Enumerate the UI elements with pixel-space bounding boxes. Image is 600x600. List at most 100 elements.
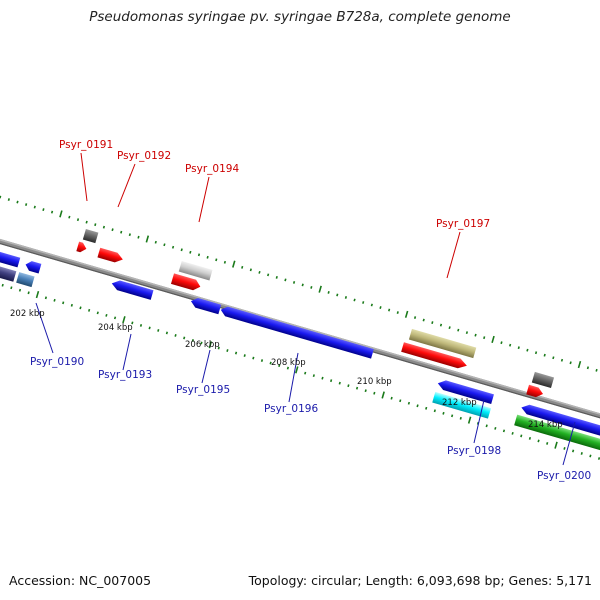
minor-tick [85, 220, 88, 224]
gene-label-psyr-0197[interactable]: Psyr_0197 [436, 218, 490, 230]
major-tick [145, 235, 150, 243]
gene-label-psyr-0200[interactable]: Psyr_0200 [537, 470, 591, 482]
minor-tick [338, 381, 341, 385]
minor-tick [494, 426, 497, 430]
minor-tick [275, 275, 278, 279]
minor-tick [44, 296, 48, 300]
gene-psyr-0192[interactable] [97, 247, 124, 265]
minor-tick [163, 243, 166, 247]
gene-psyr-0190[interactable] [0, 242, 21, 268]
gene-psyr-0200[interactable] [514, 414, 600, 454]
minor-tick [157, 329, 160, 332]
genome-title: Pseudomonas syringae pv. syringae B728a,… [89, 9, 511, 25]
minor-tick [1, 283, 4, 287]
minor-tick [572, 449, 575, 453]
gene-psyr-0194-row1[interactable] [178, 260, 213, 281]
gene-psyr-0191[interactable] [76, 241, 87, 254]
gene-label-psyr-0194[interactable]: Psyr_0194 [185, 163, 239, 175]
minor-tick [53, 298, 56, 302]
minor-tick [200, 341, 203, 345]
genome-summary: Topology: circular; Length: 6,093,698 bp… [248, 573, 592, 588]
minor-tick [154, 240, 157, 244]
minor-tick [511, 431, 514, 435]
minor-tick [373, 391, 376, 395]
minor-tick [537, 439, 540, 443]
minor-tick [226, 349, 229, 352]
gene-blue-right[interactable] [520, 403, 600, 439]
minor-tick [431, 321, 434, 325]
minor-tick [286, 366, 290, 370]
tick-label: 212 kbp [442, 398, 477, 408]
minor-tick [344, 296, 348, 299]
major-tick [208, 341, 213, 349]
gene-label-psyr-0190[interactable]: Psyr_0190 [30, 356, 84, 368]
minor-tick [88, 308, 91, 312]
minor-tick [292, 280, 296, 284]
minor-tick [500, 341, 503, 345]
minor-tick [215, 258, 218, 262]
minor-tick [569, 361, 572, 365]
minor-tick [485, 424, 488, 428]
gene-psyr-0197[interactable] [401, 342, 468, 370]
tick-label: 210 kbp [357, 377, 392, 387]
gene-row1-right[interactable] [531, 371, 555, 389]
minor-tick [312, 374, 315, 378]
minor-tick [79, 306, 82, 310]
gene-psyr-0190-small[interactable] [24, 260, 42, 274]
reverse-gene-labels: Psyr_0190 Psyr_0193 Psyr_0195 Psyr_0196 … [30, 356, 591, 482]
gene-label-psyr-0191[interactable]: Psyr_0191 [59, 139, 113, 151]
minor-tick [7, 198, 10, 201]
gene-psyr-0190-row2[interactable] [0, 256, 35, 288]
minor-tick [388, 308, 391, 312]
tick-label: 202 kbp [10, 309, 45, 319]
minor-tick [260, 359, 264, 362]
minor-tick [25, 203, 28, 207]
gene-psyr-0195[interactable] [190, 296, 222, 315]
minor-tick [390, 396, 393, 400]
minor-tick [448, 326, 451, 330]
gene-psyr-0194[interactable] [170, 273, 202, 292]
minor-tick [33, 205, 36, 209]
minor-tick [68, 215, 71, 219]
minor-tick [171, 245, 175, 249]
minor-tick [413, 316, 417, 319]
gene-label-psyr-0196[interactable]: Psyr_0196 [264, 403, 318, 415]
minor-tick [120, 230, 123, 234]
tick-label: 204 kbp [98, 323, 133, 333]
minor-tick [267, 273, 270, 277]
gene-red-right[interactable] [526, 384, 544, 399]
major-tick [295, 366, 299, 374]
gene-psyr-0193[interactable] [110, 279, 154, 300]
minor-tick [355, 386, 359, 390]
gene-psyr-0198[interactable] [436, 378, 494, 404]
minor-tick [70, 303, 73, 307]
gene-label-psyr-0192[interactable]: Psyr_0192 [117, 150, 171, 162]
minor-tick [517, 346, 520, 350]
minor-tick [457, 328, 460, 332]
gene-label-psyr-0193[interactable]: Psyr_0193 [98, 369, 152, 381]
minor-tick [189, 250, 192, 254]
gene-psyr-0196[interactable] [219, 305, 374, 359]
minor-tick [137, 235, 140, 239]
lower-tick-row [1, 283, 600, 460]
minor-tick [362, 301, 365, 304]
minor-tick [526, 348, 529, 352]
minor-tick [509, 343, 512, 347]
minor-tick [586, 366, 590, 370]
minor-tick [223, 260, 227, 264]
gene-psyr-0197-row1[interactable] [408, 328, 477, 359]
minor-tick [543, 353, 546, 357]
major-tick [554, 441, 558, 449]
gene-psyr-0191-row1[interactable] [82, 228, 99, 244]
gene-label-psyr-0195[interactable]: Psyr_0195 [176, 384, 230, 396]
minor-tick [10, 286, 13, 290]
major-tick [404, 310, 409, 318]
minor-tick [113, 316, 117, 320]
gene-label-psyr-0198[interactable]: Psyr_0198 [447, 445, 501, 457]
minor-tick [217, 346, 220, 350]
tick-label: 214 kbp [528, 420, 563, 430]
minor-tick [111, 228, 114, 232]
tick-labels: 202 kbp 204 kbp 206 kbp 208 kbp 210 kbp … [10, 309, 563, 430]
gene-psyr-0198-row2[interactable] [432, 391, 492, 419]
minor-tick [310, 286, 313, 289]
